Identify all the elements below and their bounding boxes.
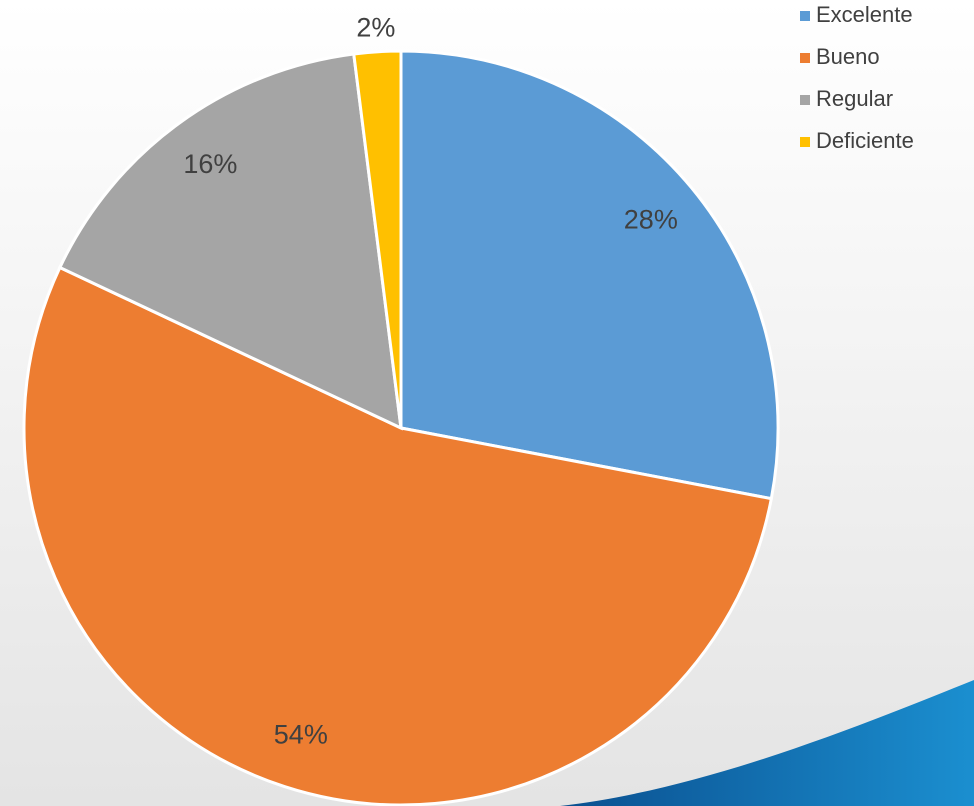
value-label: 2% [356,12,395,42]
legend-swatch [800,95,810,105]
legend-label: Bueno [816,44,880,69]
legend-swatch [800,137,810,147]
legend-swatch [800,53,810,63]
legend-swatch [800,11,810,21]
legend-label: Deficiente [816,128,914,153]
value-label: 28% [624,204,678,234]
legend-label: Excelente [816,2,913,27]
legend-label: Regular [816,86,893,111]
value-label: 16% [183,149,237,179]
chart: 28% 54% 16% 2% Excelente Bueno Regular Deficie… [0,0,974,806]
value-label: 54% [274,719,328,749]
